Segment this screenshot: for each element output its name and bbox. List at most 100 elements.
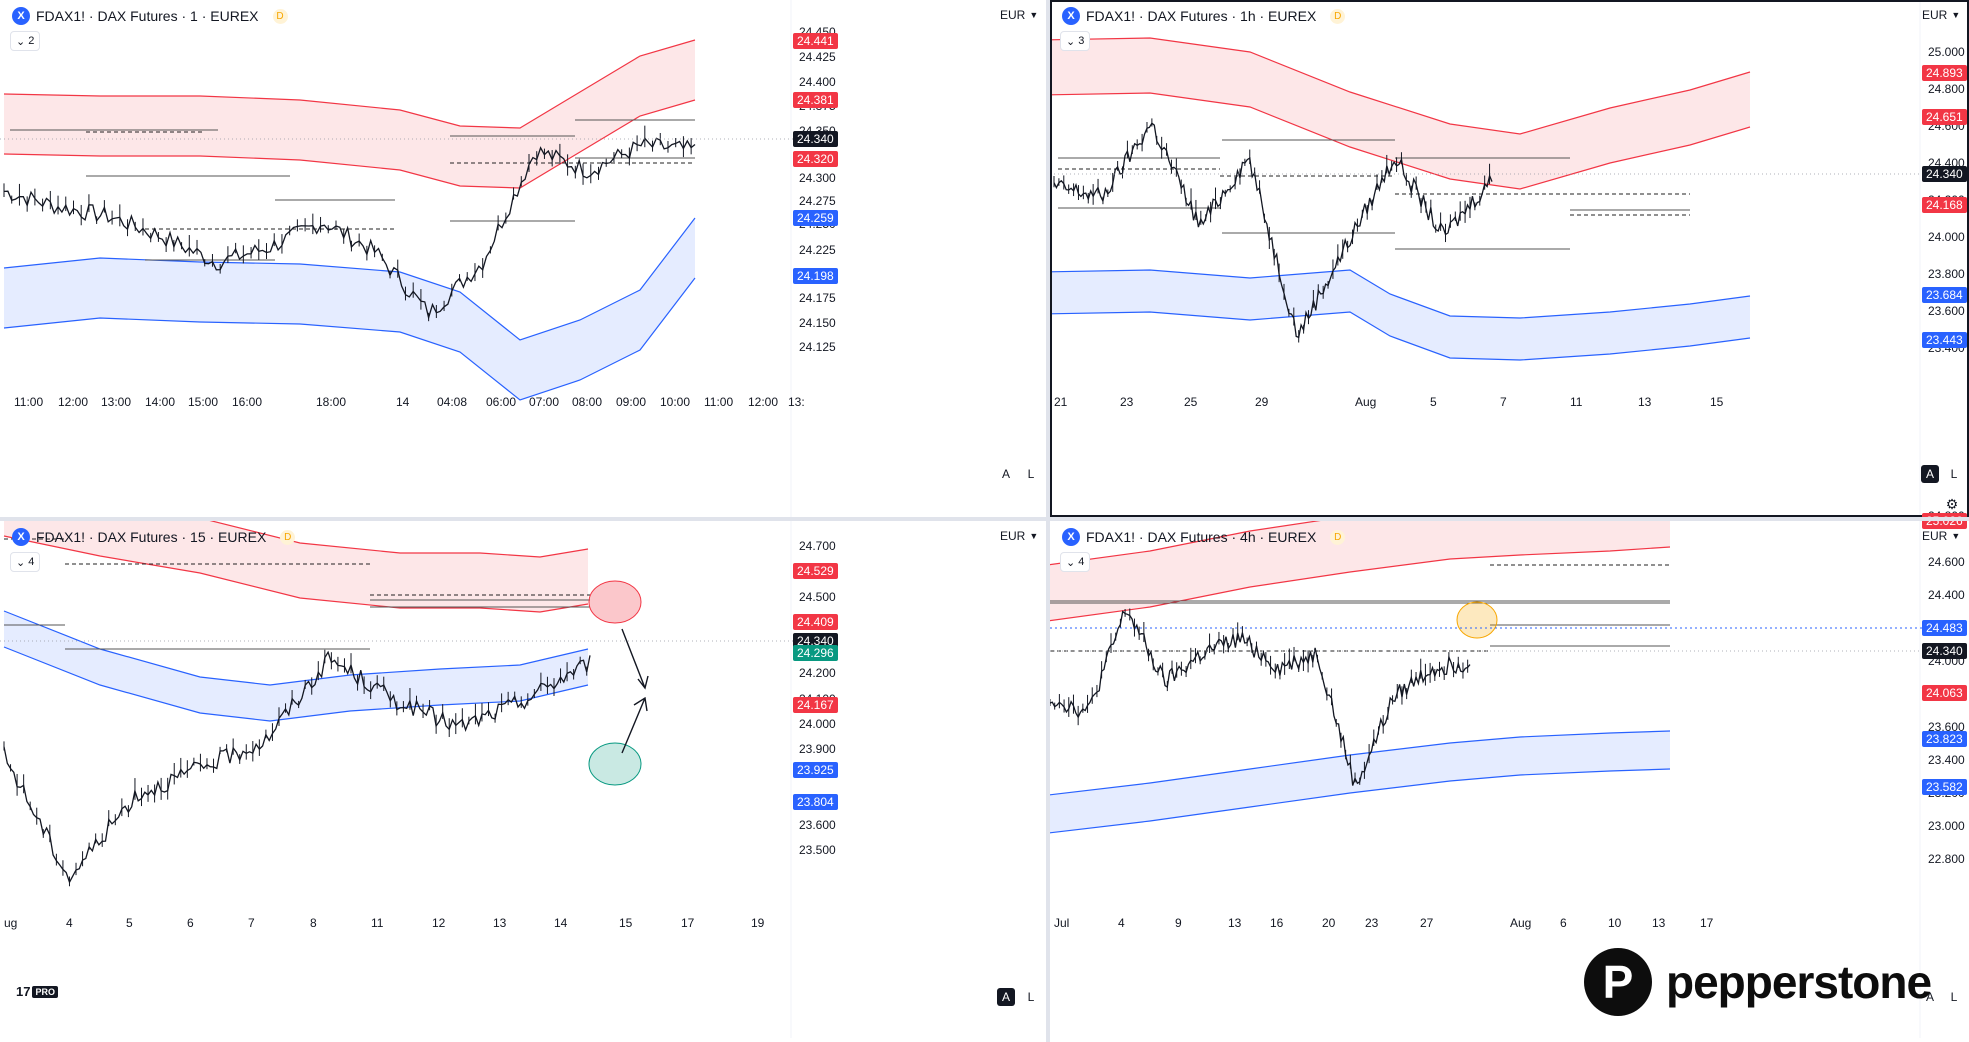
delayed-badge: D <box>272 8 288 24</box>
time-tick-label: 11 <box>1570 395 1583 409</box>
pepperstone-logo: P pepperstone <box>1584 948 1932 1016</box>
chart-pane-4h[interactable]: X FDAX1! · DAX Futures · 4h · EUREX D ⌄ … <box>1050 509 1969 1042</box>
chart-pane-15m[interactable]: X FDAX1! · DAX Futures · 15 · EUREX D ⌄ … <box>0 521 1046 1042</box>
time-tick-label: Aug <box>1355 395 1377 409</box>
lower-band-upper-line <box>1050 730 1671 796</box>
price-tag: 24.893 <box>1922 65 1967 81</box>
price-tick-label: 24.400 <box>1928 588 1965 602</box>
price-tick-label: 23.900 <box>799 742 836 756</box>
auto-scale-button[interactable]: A <box>1921 465 1939 483</box>
time-tick-label: 16:00 <box>232 395 263 409</box>
chart-pane-1h[interactable]: X FDAX1! · DAX Futures · 1h · EUREX D ⌄ … <box>1050 0 1969 517</box>
symbol-icon[interactable]: X <box>1062 7 1080 25</box>
symbol-icon[interactable]: X <box>12 528 30 546</box>
chart-canvas-4h[interactable] <box>1050 521 1969 1042</box>
auto-scale-button[interactable]: A <box>997 988 1015 1006</box>
tradingview-logo[interactable]: 17 PRO <box>16 984 58 999</box>
price-tag: 24.381 <box>793 92 838 108</box>
symbol-icon[interactable]: X <box>12 7 30 25</box>
time-tick-label: 20 <box>1322 916 1336 930</box>
indicator-collapse-button[interactable]: ⌄ 2 <box>10 31 41 51</box>
price-tag: 25.026 <box>1922 513 1967 529</box>
chart-canvas-1m[interactable] <box>0 0 1046 517</box>
bearish-zone-circle <box>588 580 642 624</box>
tv-pro-badge: PRO <box>32 985 58 998</box>
price-tag: 24.483 <box>1922 620 1967 636</box>
price-tag: 24.167 <box>793 697 838 713</box>
auto-scale-button[interactable]: A <box>1001 467 1010 481</box>
indicator-collapse-button[interactable]: ⌄ 4 <box>10 552 41 572</box>
log-scale-button[interactable]: L <box>1950 467 1958 481</box>
log-scale-button[interactable]: L <box>1950 990 1958 1004</box>
currency-selector[interactable]: EUR ▼ <box>1000 529 1038 543</box>
price-tag: 23.925 <box>793 762 838 778</box>
currency-selector[interactable]: EUR ▼ <box>1922 529 1960 543</box>
indicator-count: 4 <box>1078 556 1085 568</box>
time-tick-label: 6 <box>1560 916 1567 930</box>
time-tick-label: 13 <box>1228 916 1242 930</box>
time-tick-label: 18:00 <box>316 395 347 409</box>
chart-title[interactable]: FDAX1! · DAX Futures · 1h · EUREX <box>1086 8 1317 24</box>
time-tick-label: 4 <box>1118 916 1125 930</box>
chart-title[interactable]: FDAX1! · DAX Futures · 4h · EUREX <box>1086 529 1317 545</box>
price-tag: 24.441 <box>793 33 838 49</box>
price-tick-label: 24.225 <box>799 243 836 257</box>
chart-title[interactable]: FDAX1! · DAX Futures · 1 · EUREX <box>36 8 259 24</box>
chart-pane-1m[interactable]: X FDAX1! · DAX Futures · 1 · EUREX D ⌄ 2… <box>0 0 1046 517</box>
time-tick-label: 14 <box>554 916 568 930</box>
price-tag: 24.198 <box>793 268 838 284</box>
indicator-collapse-button[interactable]: ⌄ 4 <box>1060 552 1091 572</box>
price-tick-label: 22.800 <box>1928 852 1965 866</box>
auto-scale-button[interactable]: A <box>1925 990 1934 1004</box>
log-scale-button[interactable]: L <box>1027 990 1035 1004</box>
time-tick-label: 27 <box>1420 916 1434 930</box>
upper-band-upper-line <box>3 39 696 129</box>
currency-selector[interactable]: EUR ▼ <box>1922 8 1960 22</box>
time-tick-label: 7 <box>1500 395 1507 409</box>
log-scale-button[interactable]: L <box>1027 467 1035 481</box>
time-tick-label: ug <box>4 916 18 930</box>
currency-label: EUR <box>1000 529 1026 543</box>
bullish-zone-circle <box>588 742 642 786</box>
indicator-count: 2 <box>28 35 35 47</box>
time-tick-label: 23 <box>1120 395 1134 409</box>
arrow-down-icon <box>621 628 649 690</box>
time-tick-label: 17 <box>681 916 695 930</box>
time-tick-label: 16 <box>1270 916 1284 930</box>
time-tick-label: 15 <box>1710 395 1724 409</box>
time-tick-label: 15:00 <box>188 395 219 409</box>
price-tag: 24.296 <box>793 645 838 661</box>
chart-title[interactable]: FDAX1! · DAX Futures · 15 · EUREX <box>36 529 267 545</box>
price-tick-label: 24.500 <box>799 590 836 604</box>
price-tag: 24.409 <box>793 614 838 630</box>
time-tick-label: 13 <box>1652 916 1666 930</box>
tv-logo-mark: 17 <box>16 984 31 999</box>
price-tag: 24.340 <box>1922 166 1967 182</box>
price-tick-label: 23.500 <box>799 843 836 857</box>
upper-band-fill <box>4 521 588 612</box>
time-tick-label: 23 <box>1365 916 1379 930</box>
time-tick-label: 13: <box>788 395 805 409</box>
price-tag: 23.582 <box>1922 779 1967 795</box>
pepperstone-wordmark: pepperstone <box>1666 956 1932 1008</box>
target-zone-circle <box>1456 601 1498 639</box>
gear-icon[interactable]: ⚙ <box>1945 495 1959 512</box>
time-tick-label: 04:08 <box>437 395 468 409</box>
time-tick-label: 10:00 <box>660 395 691 409</box>
currency-selector[interactable]: EUR ▼ <box>1000 8 1038 22</box>
price-tick-label: 24.425 <box>799 50 836 64</box>
symbol-icon[interactable]: X <box>1062 528 1080 546</box>
indicator-collapse-button[interactable]: ⌄ 3 <box>1060 31 1091 51</box>
lower-band-fill <box>4 611 588 721</box>
price-tick-label: 23.600 <box>799 818 836 832</box>
chart-header: X FDAX1! · DAX Futures · 1h · EUREX D <box>1062 5 1346 27</box>
chart-canvas-1h[interactable] <box>1050 0 1969 517</box>
delayed-badge: D <box>1330 8 1346 24</box>
price-tick-label: 23.000 <box>1928 819 1965 833</box>
price-tick-label: 24.275 <box>799 194 836 208</box>
chevron-down-icon: ▼ <box>1029 531 1039 541</box>
pane-divider-horizontal[interactable] <box>0 517 1969 521</box>
pane-divider-vertical[interactable] <box>1046 0 1050 1042</box>
chart-canvas-15m[interactable] <box>0 521 1046 1042</box>
price-tag: 24.340 <box>793 131 838 147</box>
